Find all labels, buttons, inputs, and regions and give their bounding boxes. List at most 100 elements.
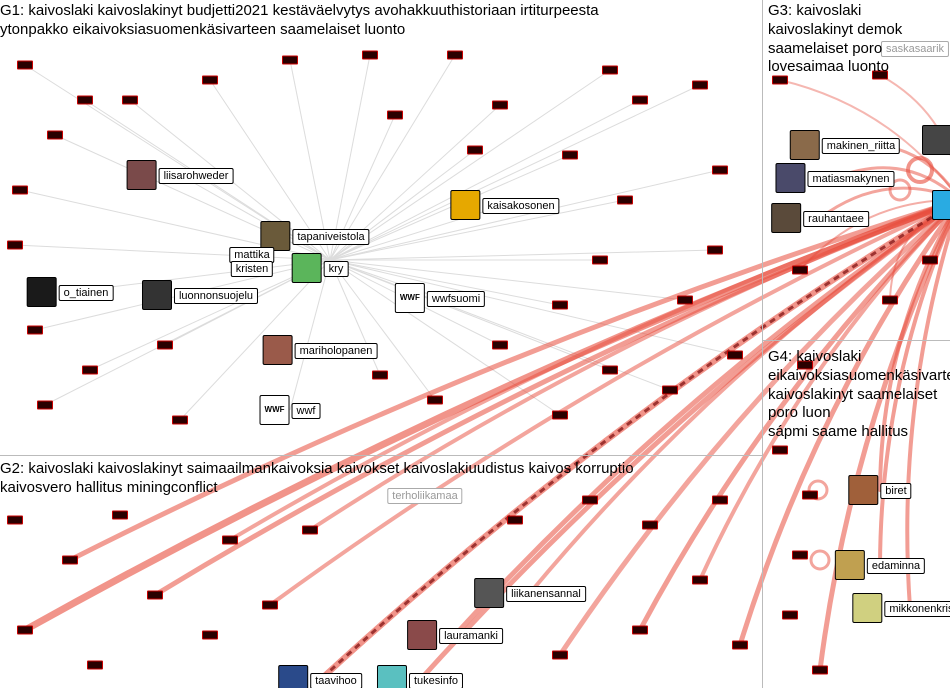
minor-node xyxy=(222,536,238,545)
node-kry[interactable]: kry xyxy=(292,253,349,283)
node-label: makinen_riitta xyxy=(822,138,900,154)
avatar xyxy=(771,203,801,233)
node-label: tukesinfo xyxy=(409,673,463,688)
node-label: biret xyxy=(880,483,911,499)
node-mikkonenkrista[interactable]: mikkonenkrista xyxy=(852,593,950,623)
node-liikanensannal[interactable]: liikanensannal xyxy=(474,578,586,608)
node-mariholopanen[interactable]: mariholopanen xyxy=(263,335,378,365)
avatar xyxy=(848,475,878,505)
node-kaisakosonen[interactable]: kaisakosonen xyxy=(450,190,559,220)
minor-node xyxy=(87,661,103,670)
node-liisarohweder[interactable]: liisarohweder xyxy=(127,160,234,190)
minor-node xyxy=(792,266,808,275)
minor-node xyxy=(372,371,388,380)
node-edaminna[interactable]: edaminna xyxy=(835,550,925,580)
minor-node xyxy=(552,411,568,420)
minor-node xyxy=(602,66,618,75)
avatar xyxy=(474,578,504,608)
minor-node xyxy=(492,101,508,110)
avatar xyxy=(27,277,57,307)
node-label: edaminna xyxy=(867,558,925,574)
avatar xyxy=(407,620,437,650)
node-label: liikanensannal xyxy=(506,586,586,602)
avatar xyxy=(775,163,805,193)
minor-node xyxy=(617,196,633,205)
node-hub3[interactable] xyxy=(932,190,950,220)
avatar xyxy=(263,335,293,365)
minor-node xyxy=(202,631,218,640)
node-wwf[interactable]: WWFwwf xyxy=(260,395,321,425)
node-lauramanki[interactable]: lauramanki xyxy=(407,620,503,650)
minor-node xyxy=(62,556,78,565)
node-label: wwfsuomi xyxy=(427,291,485,307)
node-label: matiasmakynen xyxy=(807,171,894,187)
minor-node xyxy=(592,256,608,265)
node-label: kristen xyxy=(231,261,273,277)
minor-node xyxy=(282,56,298,65)
minor-node xyxy=(172,416,188,425)
minor-node xyxy=(882,296,898,305)
node-label: mikkonenkrista xyxy=(884,601,950,617)
node-label: rauhantaee xyxy=(803,211,869,227)
node-label: o_tiainen xyxy=(59,285,114,301)
minor-node xyxy=(27,326,43,335)
node-hub3b[interactable] xyxy=(922,125,950,155)
minor-node xyxy=(692,81,708,90)
node-luonnonsuojelu[interactable]: luonnonsuojelu xyxy=(142,280,258,310)
node-wwfsuomi[interactable]: WWFwwfsuomi xyxy=(395,283,485,313)
node-taavihoo[interactable]: taavihoo xyxy=(278,665,362,688)
node-rauhantaee[interactable]: rauhantaee xyxy=(771,203,869,233)
minor-node xyxy=(17,61,33,70)
minor-node xyxy=(262,601,278,610)
avatar xyxy=(142,280,172,310)
avatar xyxy=(127,160,157,190)
node-makinen_riitta[interactable]: makinen_riitta xyxy=(790,130,900,160)
minor-node xyxy=(602,366,618,375)
group-label-G4: G4: kaivoslaki eikaivoksiasuomenkäsivart… xyxy=(768,348,950,442)
minor-node xyxy=(492,341,508,350)
node-label: lauramanki xyxy=(439,628,503,644)
minor-node xyxy=(7,516,23,525)
node-tapaniveistola[interactable]: tapaniveistola xyxy=(260,221,369,251)
minor-node xyxy=(387,111,403,120)
minor-node xyxy=(552,651,568,660)
minor-node xyxy=(47,131,63,140)
minor-node xyxy=(37,401,53,410)
group-label-G2: G2: kaivoslaki kaivoslakinyt saimaailman… xyxy=(0,460,760,498)
avatar xyxy=(932,190,950,220)
minor-node xyxy=(922,256,938,265)
node-o_tiainen[interactable]: o_tiainen xyxy=(27,277,114,307)
node-biret[interactable]: biret xyxy=(848,475,911,505)
group-label-G3: G3: kaivoslaki kaivoslakinyt demok saame… xyxy=(768,2,950,77)
node-matiasmakynen[interactable]: matiasmakynen xyxy=(775,163,894,193)
minor-node xyxy=(642,521,658,530)
node-label: tapaniveistola xyxy=(292,229,369,245)
minor-node xyxy=(677,296,693,305)
minor-node xyxy=(782,611,798,620)
avatar xyxy=(835,550,865,580)
minor-node xyxy=(427,396,443,405)
minor-node xyxy=(632,626,648,635)
avatar xyxy=(377,665,407,688)
node-kristen[interactable]: kristen xyxy=(231,259,273,277)
group-label-G1: G1: kaivoslaki kaivoslakinyt budjetti202… xyxy=(0,2,760,40)
node-label: luonnonsuojelu xyxy=(174,288,258,304)
minor-node xyxy=(362,51,378,60)
minor-node xyxy=(712,166,728,175)
avatar xyxy=(790,130,820,160)
minor-node xyxy=(692,576,708,585)
node-label: kaisakosonen xyxy=(482,198,559,214)
minor-node xyxy=(112,511,128,520)
minor-node xyxy=(147,591,163,600)
minor-node xyxy=(812,666,828,675)
minor-node xyxy=(727,351,743,360)
avatar: WWF xyxy=(260,395,290,425)
node-tukesinfo[interactable]: tukesinfo xyxy=(377,665,463,688)
minor-node xyxy=(467,146,483,155)
avatar xyxy=(292,253,322,283)
minor-node xyxy=(552,301,568,310)
avatar xyxy=(922,125,950,155)
node-label: kry xyxy=(324,261,349,277)
node-label: wwf xyxy=(292,403,321,419)
minor-node xyxy=(802,491,818,500)
